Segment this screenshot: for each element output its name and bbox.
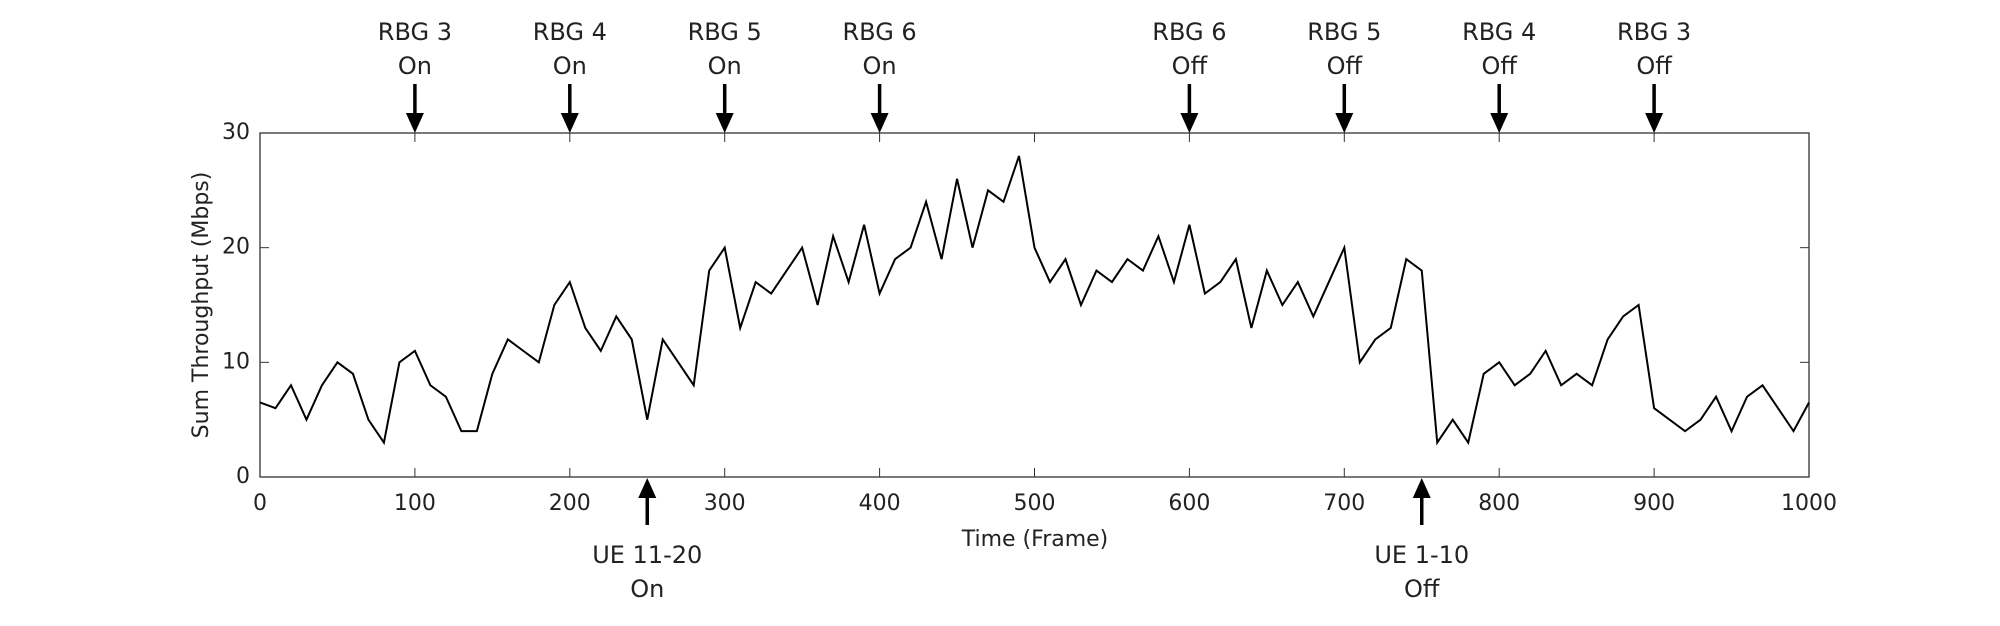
x-tick-label: 400 xyxy=(859,491,901,516)
x-tick-label: 600 xyxy=(1168,491,1210,516)
annotation-arrow-head xyxy=(1645,113,1664,133)
annotation-label: RBG 6 xyxy=(1152,18,1226,46)
x-tick-label: 300 xyxy=(704,491,746,516)
x-tick-label: 500 xyxy=(1014,491,1056,516)
annotation-arrow-head xyxy=(405,113,424,133)
annotation-label: On xyxy=(863,52,897,80)
annotation-arrow-head xyxy=(870,113,889,133)
annotation-label: RBG 5 xyxy=(1307,18,1381,46)
annotation-label: RBG 4 xyxy=(1462,18,1536,46)
y-tick-label: 10 xyxy=(222,349,250,374)
y-tick-label: 20 xyxy=(222,235,250,260)
x-tick-label: 700 xyxy=(1323,491,1365,516)
x-tick-label: 100 xyxy=(394,491,436,516)
annotation-label: Off xyxy=(1404,575,1440,603)
annotation-label: Off xyxy=(1481,52,1517,80)
x-axis-label: Time (Frame) xyxy=(961,527,1109,552)
annotation-label: UE 1-10 xyxy=(1374,541,1469,569)
annotation-arrow-head xyxy=(560,113,579,133)
data-line xyxy=(259,155,1810,446)
annotation-arrow-head xyxy=(638,478,657,498)
x-tick-label: 0 xyxy=(253,491,267,516)
annotation-arrow-head xyxy=(1490,113,1509,133)
annotation-arrow-head xyxy=(715,113,734,133)
annotation-arrow-head xyxy=(1180,113,1199,133)
annotation-label: Off xyxy=(1172,52,1208,80)
annotation-label: UE 11-20 xyxy=(592,541,702,569)
annotation-label: On xyxy=(553,52,587,80)
y-axis-label: Sum Throughput (Mbps) xyxy=(189,172,214,439)
y-tick-label: 30 xyxy=(222,120,250,145)
annotation-label: RBG 4 xyxy=(533,18,607,46)
annotation-label: On xyxy=(398,52,432,80)
plot-frame xyxy=(259,132,1810,478)
annotation-arrow-head xyxy=(1412,478,1431,498)
x-tick-label: 1000 xyxy=(1781,491,1837,516)
annotation-arrow-head xyxy=(1335,113,1354,133)
y-tick-label: 0 xyxy=(236,464,250,489)
annotation-label: Off xyxy=(1636,52,1672,80)
annotation-label: RBG 5 xyxy=(688,18,762,46)
x-tick-label: 900 xyxy=(1633,491,1675,516)
annotation-label: RBG 3 xyxy=(1617,18,1691,46)
annotation-label: On xyxy=(630,575,664,603)
x-tick-label: 200 xyxy=(549,491,591,516)
annotation-label: RBG 3 xyxy=(378,18,452,46)
annotation-label: RBG 6 xyxy=(842,18,916,46)
x-tick-label: 800 xyxy=(1478,491,1520,516)
annotation-label: Off xyxy=(1327,52,1363,80)
annotation-label: On xyxy=(708,52,742,80)
